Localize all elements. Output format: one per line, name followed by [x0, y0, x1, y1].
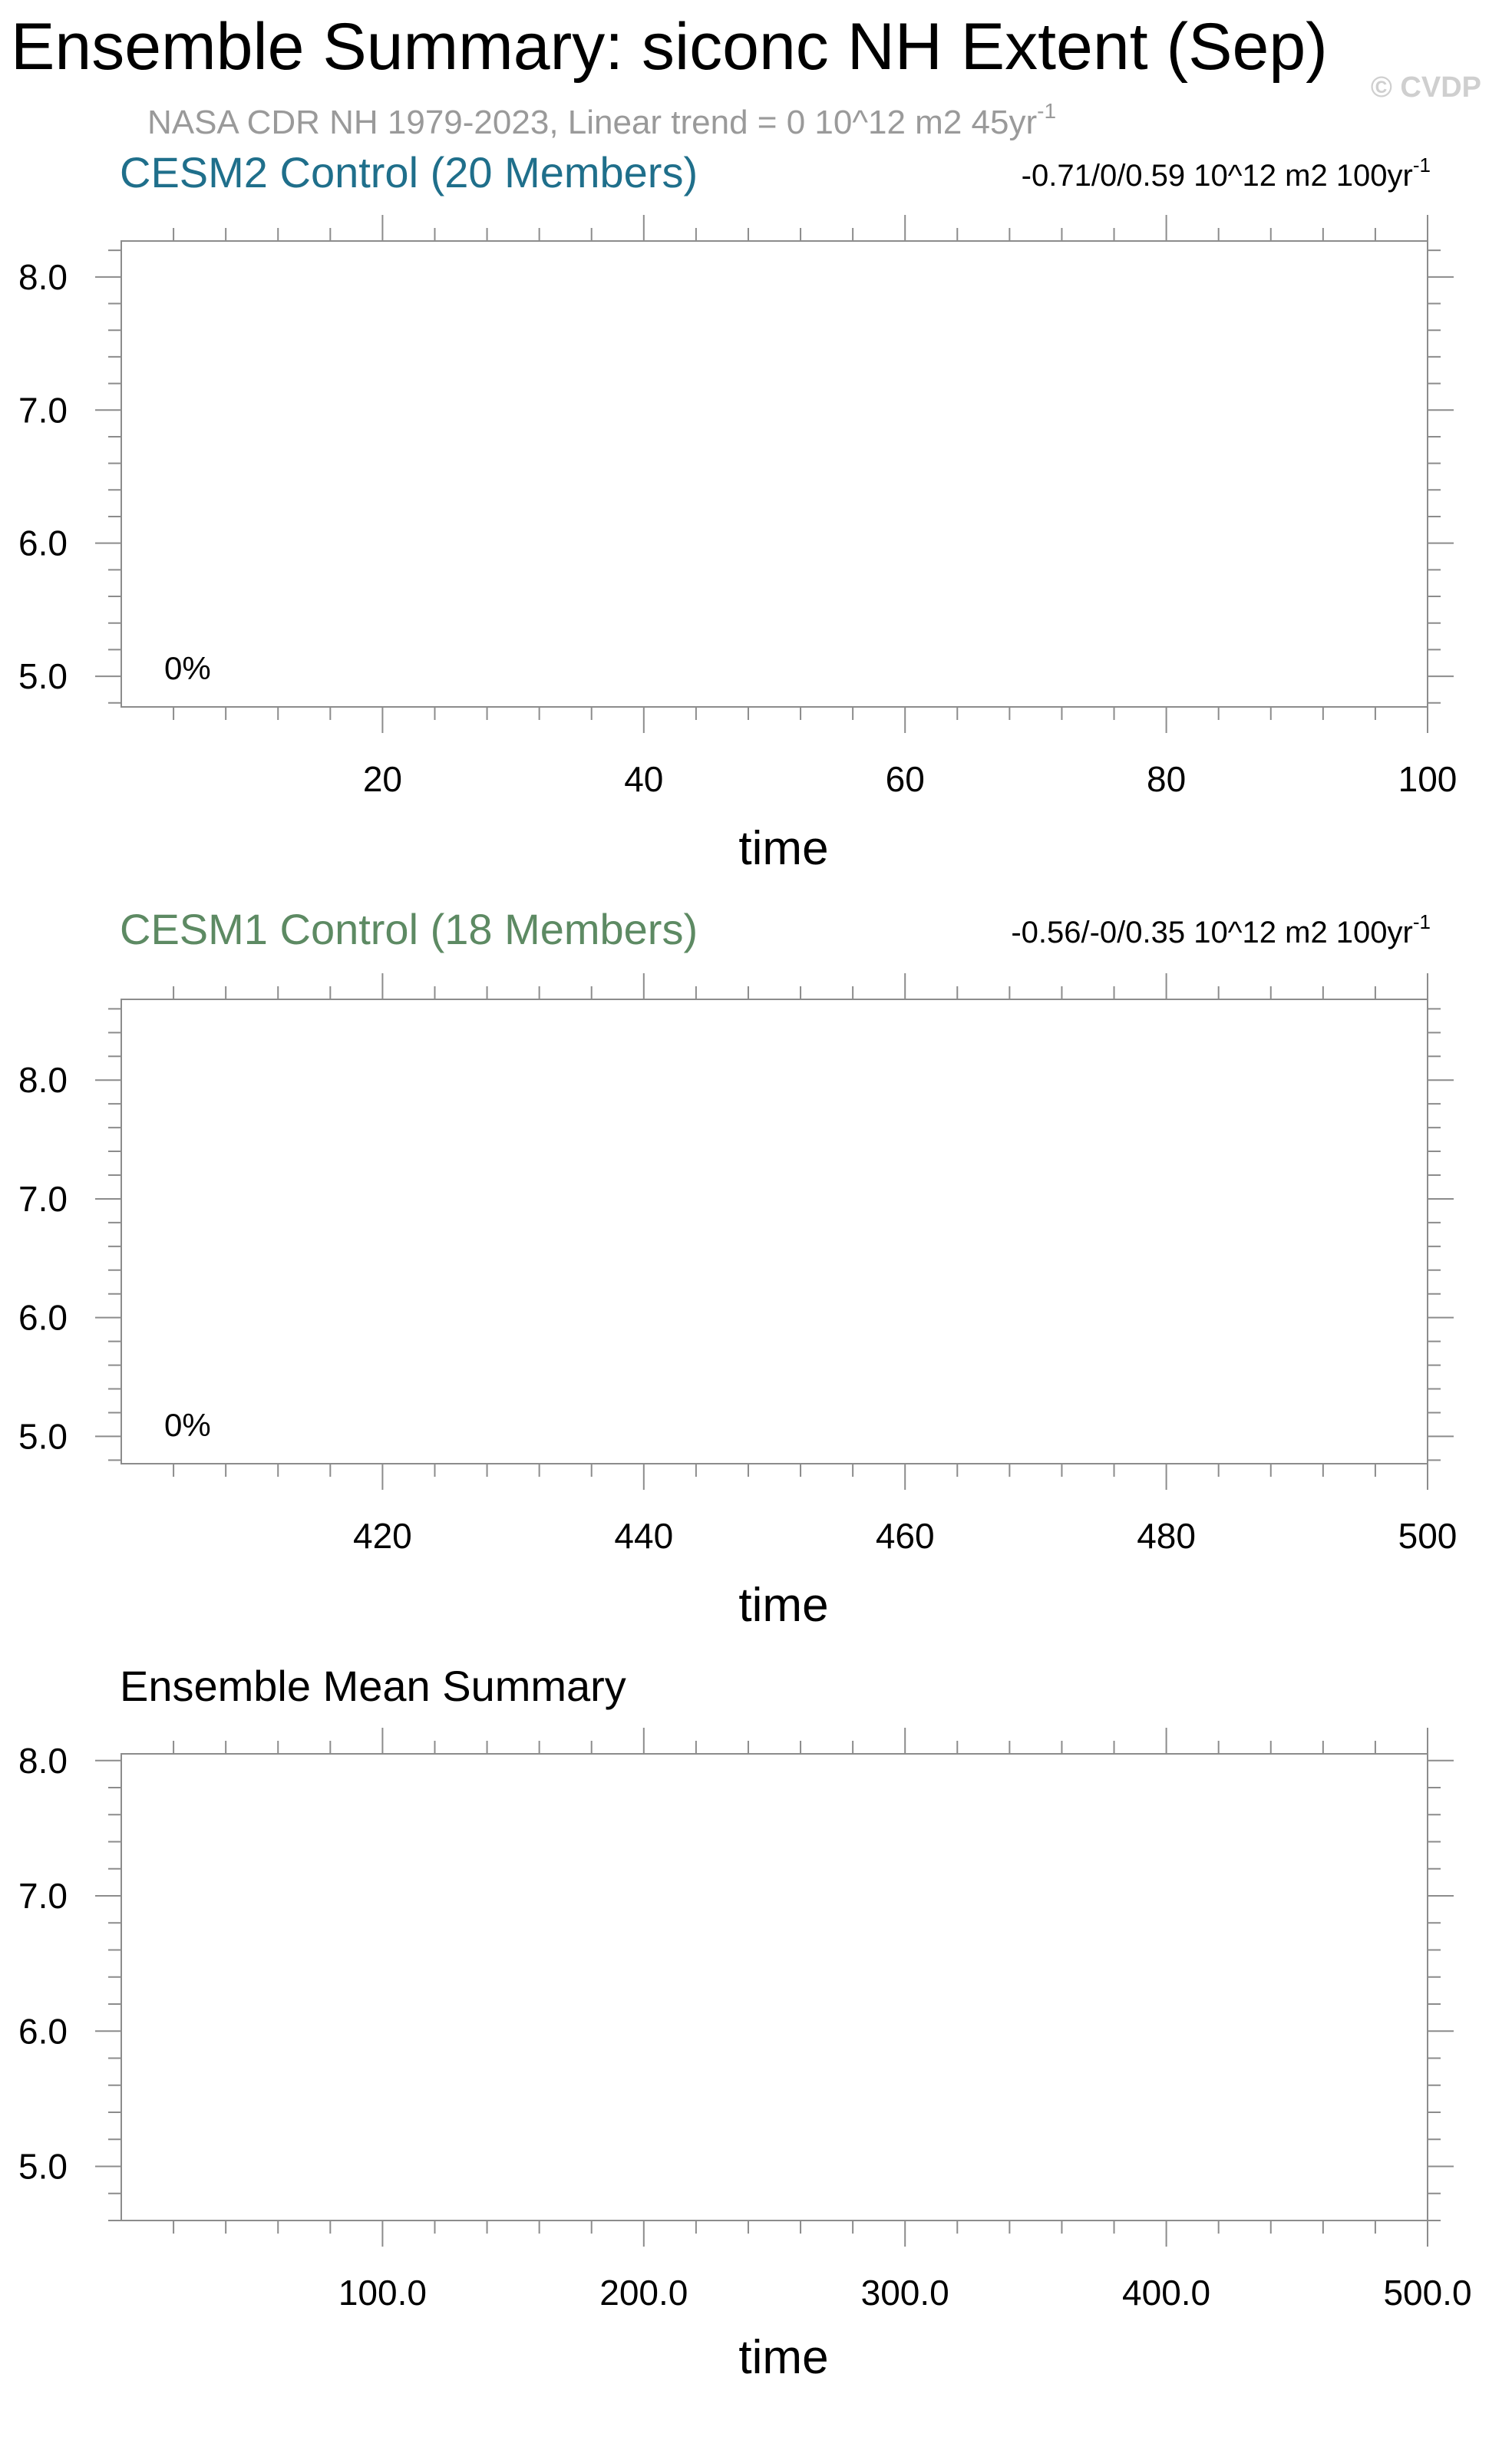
- y-tick-label: 8.0: [18, 1060, 68, 1100]
- panel-trend-main: -0.71/0/0.59 10^12 m2 100yr: [1022, 159, 1413, 193]
- x-axis-title: time: [738, 822, 828, 875]
- figure-subtitle: NASA CDR NH 1979-2023, Linear trend = 0 …: [147, 99, 1056, 141]
- y-tick-label: 7.0: [18, 1179, 68, 1219]
- panel-ensemble-mean-summary: Ensemble Mean Summary 100.0 200.0 300.0 400.…: [18, 1662, 1472, 2384]
- panel-title: CESM2 Control (20 Members): [120, 148, 698, 196]
- figure-title: Ensemble Summary: siconc NH Extent (Sep): [11, 10, 1328, 84]
- y-tick-label: 7.0: [18, 1876, 68, 1916]
- x-tick-label: 100: [1398, 759, 1458, 799]
- x-axis-title: time: [738, 1579, 828, 1632]
- panel-trend-main: -0.56/-0/0.35 10^12 m2 100yr: [1011, 916, 1413, 949]
- x-tick-label: 420: [353, 1516, 412, 1556]
- y-tick-label: 6.0: [18, 1298, 68, 1338]
- panel-annotation: 0%: [164, 650, 211, 686]
- y-tick-label: 8.0: [18, 1741, 68, 1781]
- x-tick-label: 460: [876, 1516, 935, 1556]
- x-tick-label: 200.0: [599, 2273, 688, 2313]
- panel-title: Ensemble Mean Summary: [120, 1662, 626, 1710]
- figure-subtitle-main: NASA CDR NH 1979-2023, Linear trend = 0 …: [147, 104, 1037, 141]
- plot-frame: [120, 240, 1428, 708]
- panel-trend-sup: -1: [1413, 910, 1431, 933]
- panel-trend-label: -0.71/0/0.59 10^12 m2 100yr-1: [1022, 154, 1431, 193]
- y-tick-label: 5.0: [18, 656, 68, 696]
- panel-cesm1-control: CESM1 Control (18 Members) -0.56/-0/0.35 …: [18, 905, 1457, 1632]
- panel-title: CESM1 Control (18 Members): [120, 905, 698, 953]
- figure-subtitle-sup: -1: [1037, 99, 1056, 123]
- plot-frame: [120, 1753, 1428, 2221]
- y-tick-label: 5.0: [18, 1416, 68, 1456]
- panel-cesm2-control: CESM2 Control (20 Members) -0.71/0/0.59 1…: [18, 148, 1457, 875]
- y-tick-label: 8.0: [18, 257, 68, 297]
- watermark: © CVDP: [1371, 71, 1481, 104]
- x-tick-label: 60: [886, 759, 925, 799]
- y-tick-label: 6.0: [18, 523, 68, 563]
- y-tick-label: 7.0: [18, 390, 68, 430]
- x-tick-label: 300.0: [861, 2273, 949, 2313]
- panel-annotation: 0%: [164, 1407, 211, 1443]
- x-tick-label: 480: [1137, 1516, 1196, 1556]
- x-axis-title: time: [738, 2331, 828, 2384]
- plot-frame: [120, 999, 1428, 1464]
- x-tick-label: 500: [1398, 1516, 1458, 1556]
- x-tick-label: 40: [624, 759, 663, 799]
- y-tick-label: 6.0: [18, 2011, 68, 2051]
- panel-trend-label: -0.56/-0/0.35 10^12 m2 100yr-1: [1011, 910, 1431, 949]
- x-tick-label: 500.0: [1383, 2273, 1471, 2313]
- x-tick-label: 400.0: [1122, 2273, 1210, 2313]
- x-tick-label: 440: [614, 1516, 673, 1556]
- x-tick-label: 20: [363, 759, 402, 799]
- x-tick-label: 100.0: [338, 2273, 427, 2313]
- y-tick-label: 5.0: [18, 2147, 68, 2187]
- panel-trend-sup: -1: [1413, 154, 1431, 177]
- x-tick-label: 80: [1147, 759, 1186, 799]
